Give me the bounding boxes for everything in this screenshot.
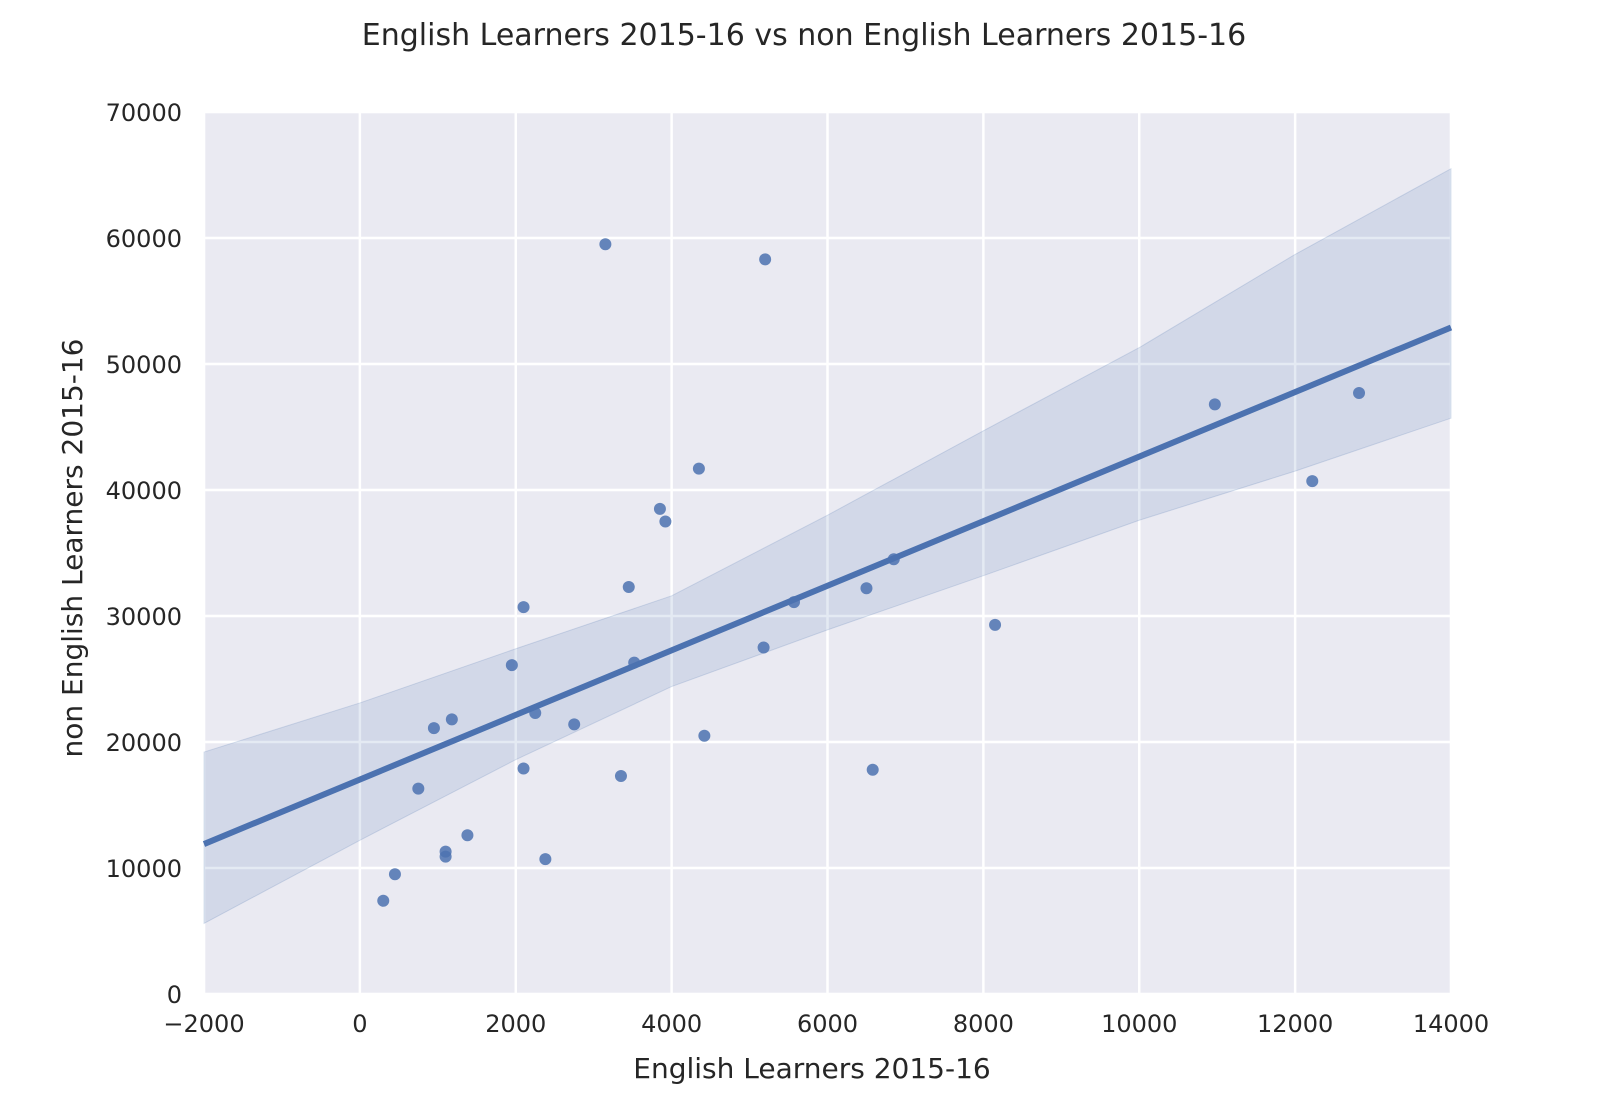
y-tick-label: 0 bbox=[167, 981, 182, 1009]
data-point bbox=[412, 782, 425, 795]
data-point bbox=[427, 722, 440, 735]
data-point bbox=[377, 894, 390, 907]
data-point bbox=[659, 515, 672, 528]
x-axis-ticks: −2000 0 2000 4000 6000 8000 10000 12000 14000 bbox=[163, 1010, 1489, 1038]
y-tick-label: 70000 bbox=[106, 99, 182, 127]
y-tick-label: 40000 bbox=[106, 477, 182, 505]
x-tick-label: 4000 bbox=[641, 1010, 702, 1038]
regression-line bbox=[202, 324, 1453, 847]
data-point bbox=[757, 641, 770, 654]
data-point bbox=[614, 770, 627, 783]
data-point bbox=[439, 850, 452, 863]
y-tick-label: 10000 bbox=[106, 855, 182, 883]
x-axis-label: English Learners 2015-16 bbox=[633, 1052, 990, 1085]
y-tick-label: 60000 bbox=[106, 225, 182, 253]
data-point bbox=[568, 718, 581, 731]
data-point bbox=[1208, 398, 1221, 411]
data-point bbox=[1353, 386, 1366, 399]
data-point bbox=[866, 763, 879, 776]
data-point bbox=[517, 601, 530, 614]
x-tick-label: 10000 bbox=[1101, 1010, 1177, 1038]
data-point bbox=[505, 659, 518, 672]
data-point bbox=[622, 581, 635, 594]
chart-title: English Learners 2015-16 vs non English … bbox=[362, 18, 1246, 53]
data-point bbox=[759, 253, 772, 266]
data-point bbox=[653, 502, 666, 515]
data-point bbox=[1306, 475, 1319, 488]
x-tick-label: 2000 bbox=[485, 1010, 546, 1038]
data-point bbox=[692, 462, 705, 475]
x-tick-label: 6000 bbox=[797, 1010, 858, 1038]
data-point bbox=[698, 729, 711, 742]
x-tick-label: 14000 bbox=[1413, 1010, 1489, 1038]
data-point bbox=[517, 762, 530, 775]
data-point bbox=[599, 238, 612, 251]
data-point bbox=[860, 582, 873, 595]
x-tick-label: 12000 bbox=[1257, 1010, 1333, 1038]
y-tick-label: 30000 bbox=[106, 603, 182, 631]
data-point bbox=[539, 853, 552, 866]
y-tick-label: 20000 bbox=[106, 729, 182, 757]
data-point bbox=[989, 618, 1002, 631]
x-tick-label: −2000 bbox=[163, 1010, 244, 1038]
data-point bbox=[461, 829, 474, 842]
confidence-band bbox=[203, 167, 1452, 925]
x-tick-label: 0 bbox=[352, 1010, 367, 1038]
y-axis-ticks: 0 10000 20000 30000 40000 50000 60000 70000 bbox=[106, 99, 182, 1009]
y-axis-label: non English Learners 2015-16 bbox=[56, 338, 89, 757]
grid-lines bbox=[202, 110, 1453, 996]
x-tick-label: 8000 bbox=[953, 1010, 1014, 1038]
y-tick-label: 50000 bbox=[106, 351, 182, 379]
data-point bbox=[445, 713, 458, 726]
data-point bbox=[388, 868, 401, 881]
